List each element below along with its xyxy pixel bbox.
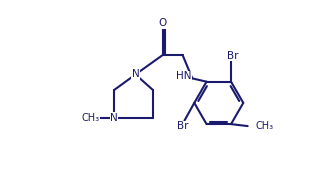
Text: CH₃: CH₃ xyxy=(81,113,100,123)
Text: O: O xyxy=(159,18,167,28)
Text: Br: Br xyxy=(227,51,239,61)
Text: Br: Br xyxy=(177,121,188,131)
Text: N: N xyxy=(132,69,139,80)
Text: CH₃: CH₃ xyxy=(256,121,274,131)
Text: HN: HN xyxy=(176,71,191,82)
Text: N: N xyxy=(110,113,118,123)
